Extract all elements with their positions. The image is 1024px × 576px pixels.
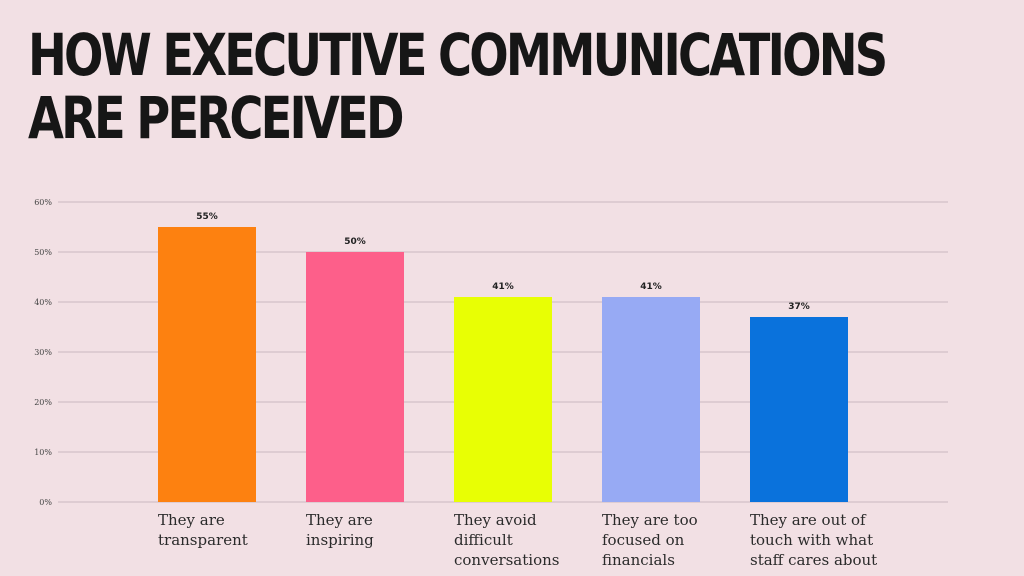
bar	[602, 297, 700, 502]
data-labels: 55% 50% 41% 41% 37%	[196, 212, 810, 312]
chart-title-line-2: ARE PERCEIVED	[28, 84, 404, 152]
category-label-line: transparent	[158, 531, 248, 549]
y-tick-label: 20%	[34, 398, 52, 407]
y-axis-tick-labels: 0% 10% 20% 30% 40% 50% 60%	[34, 198, 52, 507]
bar	[750, 317, 848, 502]
category-label: They avoid difficult conversations	[454, 511, 559, 569]
y-tick-label: 60%	[34, 198, 52, 207]
y-tick-label: 0%	[39, 498, 52, 507]
data-label: 37%	[788, 302, 810, 312]
data-label: 50%	[344, 237, 366, 247]
category-label-line: focused on	[602, 531, 685, 549]
bars	[158, 227, 848, 502]
category-label-line: They are out of	[750, 511, 867, 529]
bar	[454, 297, 552, 502]
bar	[158, 227, 256, 502]
category-label: They are too focused on financials	[602, 511, 698, 569]
data-label: 41%	[492, 282, 514, 292]
data-label: 55%	[196, 212, 218, 222]
chart-title-line-1: HOW EXECUTIVE COMMUNICATIONS	[28, 21, 888, 89]
category-label: They are inspiring	[306, 511, 374, 549]
chart-title: HOW EXECUTIVE COMMUNICATIONS ARE PERCEIV…	[28, 21, 888, 152]
category-label-line: touch with what	[750, 531, 873, 549]
bar	[306, 252, 404, 502]
category-label-line: inspiring	[306, 531, 374, 549]
category-label: They are transparent	[158, 511, 248, 549]
category-label-line: conversations	[454, 551, 559, 569]
category-label: They are out of touch with what staff care…	[750, 511, 877, 569]
category-label-line: staff cares about	[750, 551, 877, 569]
data-label: 41%	[640, 282, 662, 292]
category-label-line: financials	[602, 551, 675, 569]
y-tick-label: 40%	[34, 298, 52, 307]
y-tick-label: 30%	[34, 348, 52, 357]
y-tick-label: 50%	[34, 248, 52, 257]
category-label-line: They avoid	[454, 511, 537, 529]
category-label-line: difficult	[454, 531, 513, 549]
category-label-line: They are	[158, 511, 225, 529]
category-label-line: They are too	[602, 511, 698, 529]
y-tick-label: 10%	[34, 448, 52, 457]
category-label-line: They are	[306, 511, 373, 529]
